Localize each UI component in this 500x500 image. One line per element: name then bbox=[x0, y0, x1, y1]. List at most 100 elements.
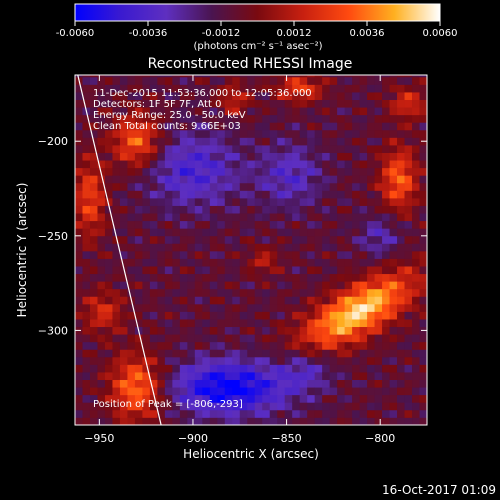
heatmap-pixel bbox=[142, 258, 151, 267]
heatmap-pixel bbox=[224, 205, 233, 214]
heatmap-pixel bbox=[232, 99, 241, 108]
heatmap-pixel bbox=[217, 258, 226, 267]
heatmap-pixel bbox=[202, 303, 211, 312]
heatmap-pixel bbox=[224, 334, 233, 343]
heatmap-pixel bbox=[164, 220, 173, 229]
heatmap-pixel bbox=[75, 372, 76, 380]
heatmap-pixel bbox=[307, 258, 316, 267]
heatmap-pixel bbox=[224, 220, 233, 229]
heatmap-pixel bbox=[119, 379, 128, 388]
heatmap-pixel bbox=[112, 205, 121, 214]
heatmap-pixel bbox=[337, 394, 346, 403]
heatmap-pixel bbox=[127, 167, 136, 176]
heatmap-pixel bbox=[344, 311, 353, 320]
heatmap-pixel bbox=[164, 235, 173, 244]
heatmap-pixel bbox=[142, 152, 151, 161]
heatmap-pixel bbox=[194, 107, 203, 116]
heatmap-pixel bbox=[239, 394, 248, 403]
heatmap-pixel bbox=[224, 250, 233, 259]
heatmap-pixel bbox=[419, 145, 427, 153]
heatmap-pixel bbox=[299, 349, 308, 358]
heatmap-pixel bbox=[142, 197, 151, 206]
heatmap-pixel bbox=[374, 75, 383, 78]
heatmap-pixel bbox=[299, 205, 308, 214]
heatmap-pixel bbox=[164, 75, 173, 78]
heatmap-pixel bbox=[367, 235, 375, 244]
heatmap-pixel bbox=[397, 250, 405, 259]
heatmap-pixel bbox=[277, 228, 286, 237]
heatmap-pixel bbox=[239, 213, 248, 222]
heatmap-pixel bbox=[374, 92, 383, 100]
heatmap-pixel bbox=[97, 387, 106, 396]
heatmap-pixel bbox=[187, 417, 196, 425]
heatmap-pixel bbox=[359, 417, 368, 425]
heatmap-pixel bbox=[75, 364, 83, 373]
heatmap-pixel bbox=[374, 364, 383, 373]
heatmap-pixel bbox=[412, 402, 420, 411]
heatmap-pixel bbox=[119, 356, 128, 365]
heatmap-pixel bbox=[322, 288, 331, 297]
heatmap-pixel bbox=[397, 235, 405, 244]
heatmap-pixel bbox=[359, 409, 368, 418]
heatmap-pixel bbox=[262, 228, 271, 237]
heatmap-pixel bbox=[247, 417, 256, 425]
solar-limb-line bbox=[77, 75, 162, 425]
heatmap-pixel bbox=[164, 205, 173, 214]
heatmap-pixel bbox=[187, 190, 196, 199]
heatmap-pixel bbox=[194, 213, 203, 222]
heatmap-pixel bbox=[322, 379, 331, 388]
heatmap-pixel bbox=[187, 92, 196, 100]
heatmap-pixel bbox=[232, 75, 241, 78]
heatmap-pixel bbox=[374, 129, 383, 138]
heatmap-pixel bbox=[359, 372, 368, 380]
heatmap-pixel bbox=[299, 84, 308, 93]
heatmap-pixel bbox=[404, 364, 413, 373]
heatmap-pixel bbox=[142, 137, 151, 146]
heatmap-pixel bbox=[194, 122, 203, 131]
heatmap-pixel bbox=[367, 250, 375, 259]
heatmap-pixel bbox=[149, 379, 158, 388]
heatmap-pixel bbox=[75, 220, 83, 229]
heatmap-pixel bbox=[179, 152, 188, 161]
heatmap-pixel bbox=[352, 213, 360, 222]
heatmap-pixel bbox=[89, 197, 98, 206]
heatmap-pixel bbox=[262, 182, 271, 191]
heatmap-pixel bbox=[134, 341, 143, 350]
heatmap-pixel bbox=[404, 205, 413, 214]
heatmap-pixel bbox=[322, 326, 331, 335]
heatmap-pixel bbox=[142, 84, 151, 93]
heatmap-pixel bbox=[337, 326, 346, 335]
heatmap-pixel bbox=[427, 349, 435, 357]
heatmap-pixel bbox=[209, 235, 218, 244]
heatmap-pixel bbox=[284, 402, 293, 411]
heatmap-pixel bbox=[172, 137, 181, 146]
heatmap-pixel bbox=[412, 258, 420, 267]
heatmap-pixel bbox=[209, 273, 218, 282]
heatmap-pixel bbox=[389, 372, 398, 380]
heatmap-pixel bbox=[149, 197, 158, 206]
colorbar-ticks: -0.0060 -0.0036 -0.0012 0.0012 0.0036 0.0060 bbox=[56, 21, 458, 39]
heatmap-pixel bbox=[119, 326, 128, 335]
heatmap-pixel bbox=[397, 341, 405, 350]
heatmap-pixel bbox=[97, 197, 106, 206]
heatmap-pixel bbox=[89, 356, 98, 365]
heatmap-pixel bbox=[75, 372, 83, 380]
heatmap-pixel bbox=[119, 182, 128, 191]
heatmap-pixel bbox=[299, 152, 308, 161]
heatmap-pixel bbox=[202, 341, 211, 350]
heatmap-pixel bbox=[247, 75, 256, 78]
heatmap-pixel bbox=[187, 303, 196, 312]
heatmap-pixel bbox=[202, 99, 211, 108]
heatmap-pixel bbox=[344, 387, 353, 396]
heatmap-pixel bbox=[254, 387, 263, 396]
heatmap-pixel bbox=[314, 341, 323, 350]
heatmap-pixel bbox=[254, 243, 263, 252]
colorbar-tick-label: -0.0036 bbox=[129, 28, 168, 39]
heatmap-pixel bbox=[284, 205, 293, 214]
heatmap-pixel bbox=[172, 107, 181, 116]
heatmap-pixel bbox=[157, 409, 166, 418]
heatmap-pixel bbox=[254, 175, 263, 184]
heatmap-pixel bbox=[405, 62, 413, 70]
heatmap-pixel bbox=[172, 235, 181, 244]
heatmap-pixel bbox=[404, 334, 413, 343]
